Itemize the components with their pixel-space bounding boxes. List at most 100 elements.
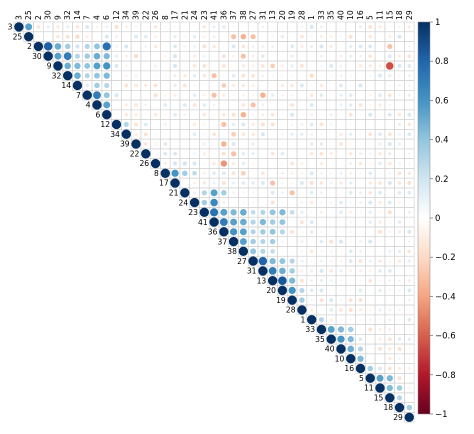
- column-label: 20: [278, 10, 287, 20]
- correlation-circle: [300, 113, 303, 116]
- row-label: 4: [86, 101, 91, 110]
- correlation-circle: [144, 55, 147, 58]
- correlation-circle: [359, 182, 362, 184]
- correlation-circle: [270, 112, 275, 117]
- correlation-circle: [388, 84, 391, 87]
- correlation-circle: [387, 132, 392, 137]
- correlation-circle: [114, 24, 119, 29]
- correlation-circle: [182, 103, 187, 107]
- correlation-circle: [379, 35, 381, 38]
- correlation-circle: [319, 122, 324, 127]
- correlation-circle: [388, 289, 391, 292]
- correlation-circle: [232, 181, 236, 185]
- correlation-circle: [408, 45, 411, 48]
- correlation-circle: [258, 266, 268, 276]
- correlation-circle: [368, 190, 373, 195]
- correlation-circle: [329, 123, 333, 126]
- correlation-circle: [300, 269, 304, 273]
- colorbar-ticks: 1 0.8 0.6 0.4 0.2 0 −0.2 −0.4 −0.6 −0.8 −1: [430, 18, 456, 420]
- correlation-circle: [310, 269, 314, 273]
- correlation-circle: [301, 143, 303, 145]
- correlation-circle: [135, 65, 137, 67]
- correlation-circle: [93, 72, 100, 79]
- correlation-circle: [291, 35, 294, 38]
- correlation-circle: [357, 346, 364, 352]
- correlation-circle: [173, 151, 177, 156]
- correlation-circle: [378, 220, 382, 224]
- correlation-circle: [368, 24, 373, 29]
- correlation-circle: [192, 170, 197, 176]
- correlation-circle: [358, 298, 363, 303]
- correlation-circle: [289, 209, 295, 215]
- correlation-circle: [103, 92, 110, 99]
- column-label: 31: [258, 10, 267, 20]
- column-label: 28: [297, 10, 306, 20]
- correlation-circle: [359, 201, 362, 204]
- correlation-circle: [319, 298, 324, 303]
- correlation-circle: [329, 64, 334, 68]
- correlation-circle: [75, 25, 80, 29]
- correlation-circle: [407, 122, 412, 127]
- correlation-circle: [378, 318, 382, 321]
- correlation-circle: [309, 230, 314, 234]
- correlation-circle: [340, 250, 342, 253]
- correlation-circle: [348, 93, 353, 97]
- correlation-circle: [212, 44, 216, 49]
- correlation-circle: [222, 201, 226, 205]
- correlation-circle: [388, 103, 392, 107]
- correlation-circle: [173, 93, 177, 97]
- correlation-circle: [241, 152, 246, 156]
- correlation-circle: [407, 112, 412, 117]
- correlation-circle: [144, 45, 148, 48]
- correlation-circle: [387, 200, 392, 205]
- correlation-circle: [115, 75, 118, 77]
- correlation-circle: [327, 325, 335, 333]
- correlation-circle: [220, 160, 227, 167]
- grid-cell: [404, 412, 415, 423]
- row-label: 5: [359, 374, 364, 383]
- column-label: 18: [395, 10, 404, 20]
- correlation-circle: [241, 122, 246, 127]
- correlation-circle: [281, 132, 284, 136]
- correlation-circle: [154, 133, 157, 136]
- correlation-circle: [347, 326, 354, 333]
- row-label: 6: [95, 110, 100, 119]
- correlation-circle: [144, 83, 148, 88]
- correlation-circle: [339, 103, 343, 107]
- correlation-circle: [232, 104, 235, 106]
- row-label: 36: [208, 228, 218, 237]
- correlation-circle: [213, 55, 215, 57]
- correlation-circle: [330, 74, 333, 77]
- correlation-circle: [368, 44, 373, 49]
- correlation-circle: [232, 191, 235, 195]
- correlation-circle: [289, 258, 295, 264]
- correlation-circle: [408, 357, 411, 360]
- correlation-circle: [320, 74, 323, 77]
- correlation-circle: [65, 34, 70, 39]
- correlation-circle: [397, 190, 402, 195]
- correlation-circle: [378, 93, 382, 98]
- correlation-circle: [102, 110, 112, 120]
- correlation-circle: [124, 83, 129, 88]
- correlation-circle: [131, 139, 141, 149]
- correlation-circle: [310, 259, 313, 263]
- correlation-circle: [359, 36, 362, 38]
- correlation-circle: [271, 35, 274, 38]
- column-label: 41: [210, 10, 219, 20]
- correlation-circle: [201, 190, 207, 196]
- correlation-circle: [396, 385, 403, 391]
- correlation-circle: [378, 64, 382, 68]
- correlation-circle: [232, 25, 235, 29]
- correlation-circle: [388, 35, 392, 39]
- correlation-circle: [213, 65, 215, 67]
- correlation-circle: [115, 84, 118, 87]
- correlation-circle: [408, 143, 411, 145]
- correlation-circle: [389, 26, 391, 28]
- correlation-circle: [339, 54, 343, 58]
- correlation-circle: [368, 200, 373, 205]
- correlation-circle: [212, 171, 216, 176]
- correlation-circle: [330, 133, 332, 136]
- correlation-circle: [231, 34, 237, 40]
- correlation-circle: [407, 132, 412, 137]
